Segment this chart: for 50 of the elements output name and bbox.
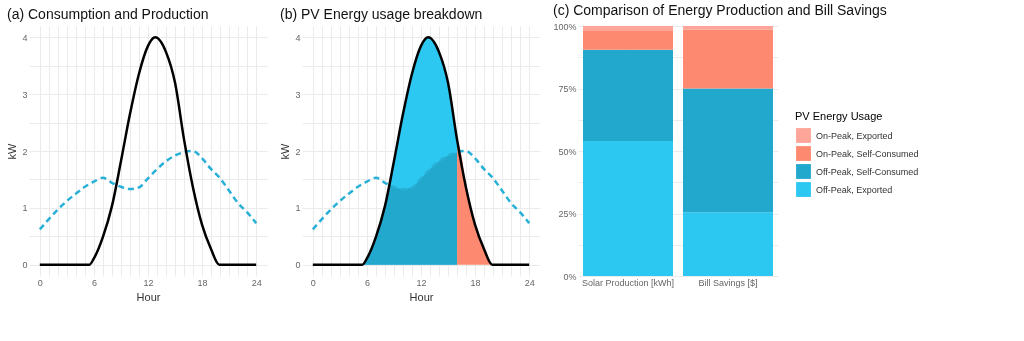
y-tick-label: 3 [295, 89, 301, 100]
y-tick-label: 100% [553, 21, 577, 32]
line-series [311, 36, 531, 266]
bar [583, 141, 673, 276]
x-tick-label: 12 [416, 277, 427, 288]
bar [583, 49, 673, 141]
y-tick-label: 4 [295, 32, 301, 43]
line-series [38, 36, 258, 266]
x-tick-label: 12 [143, 277, 154, 288]
legend-label: On-Peak, Self-Consumed [816, 148, 919, 159]
x-tick-label: Bill Savings [$] [698, 277, 758, 288]
line-series [38, 149, 258, 231]
y-tick-label: 25% [558, 209, 577, 219]
chart-title: (a) Consumption and Production [6, 6, 209, 22]
chart-title: (c) Comparison of Energy Production and Bill Savings [552, 2, 887, 18]
bar [583, 26, 673, 31]
bar [683, 212, 773, 276]
y-tick-label: 2 [22, 146, 28, 157]
x-tick-label: 24 [524, 277, 535, 288]
y-tick-label: 3 [22, 89, 28, 100]
y-axis-title: kW [279, 142, 292, 160]
legend-label: On-Peak, Exported [816, 130, 893, 141]
x-tick-label: 0 [310, 277, 316, 288]
bar [683, 88, 773, 213]
chart-title: (b) PV Energy usage breakdown [279, 6, 483, 22]
x-tick-label: 6 [91, 277, 97, 288]
legend-label: Off-Peak, Exported [816, 184, 893, 195]
y-tick-label: 0% [563, 271, 577, 282]
bar [683, 26, 773, 30]
x-tick-label: 0 [37, 277, 43, 288]
y-tick-label: 0 [22, 260, 28, 271]
bar [683, 29, 773, 89]
legend-title: PV Energy Usage [795, 110, 883, 122]
x-tick-label: 6 [364, 277, 370, 288]
x-tick-label: 18 [197, 277, 208, 288]
x-tick-label: 18 [470, 277, 481, 288]
y-axis-title: kW [6, 142, 19, 160]
y-tick-label: 0 [295, 260, 301, 271]
bar [583, 31, 673, 50]
x-tick-label: 24 [251, 277, 262, 288]
legend-label: Off-Peak, Self-Consumed [816, 166, 919, 177]
y-tick-label: 50% [558, 146, 577, 157]
y-tick-label: 4 [22, 32, 28, 43]
y-tick-label: 1 [22, 203, 28, 214]
y-tick-label: 2 [295, 146, 301, 157]
x-tick-label: Solar Production [kWh] [581, 277, 675, 288]
y-tick-label: 1 [295, 203, 301, 214]
x-axis-title: Hour [136, 290, 161, 303]
x-axis-title: Hour [409, 290, 434, 303]
y-tick-label: 75% [558, 84, 577, 94]
